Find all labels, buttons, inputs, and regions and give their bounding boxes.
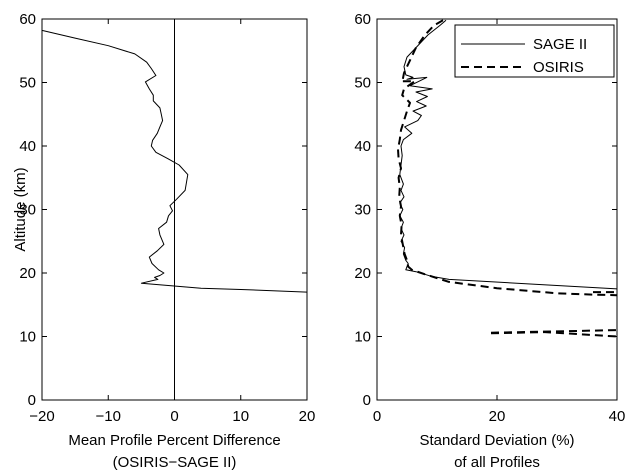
legend-label-osiris: OSIRIS: [533, 59, 584, 76]
right-axis-ticks: 0 20 40 0 10 20 30 40 50 60: [354, 11, 625, 425]
legend-label-sage-ii: SAGE II: [533, 36, 587, 53]
right-series-line-osiris: [397, 19, 618, 297]
right-series-line-osiris: [490, 329, 618, 334]
left-x-tick-label: −10: [96, 408, 121, 425]
left-x-axis-label-line-1: Mean Profile Percent Difference: [68, 432, 280, 449]
right-plot-data: [397, 19, 618, 338]
left-y-tick-label: 40: [19, 138, 36, 155]
legend: SAGE II OSIRIS: [454, 24, 615, 78]
left-x-tick-label: −20: [29, 408, 54, 425]
right-x-tick-label: 20: [489, 408, 506, 425]
right-x-axis-label-line-2: of all Profiles: [454, 454, 540, 471]
left-plot-data: [41, 19, 308, 400]
right-panel: 0 20 40 0 10 20 30 40 50 60 Standard Deviation (%…: [354, 11, 625, 471]
left-y-tick-label: 30: [19, 202, 36, 219]
left-x-axis-label-line-2: (OSIRIS−SAGE II): [113, 454, 237, 471]
left-series-line: [41, 29, 308, 293]
left-x-tick-label: 20: [299, 408, 316, 425]
right-x-tick-label: 40: [609, 408, 626, 425]
right-x-axis-label-line-1: Standard Deviation (%): [419, 432, 574, 449]
legend-box: [454, 24, 615, 78]
right-series-line-sage-ii: [399, 19, 618, 290]
left-y-tick-label: 50: [19, 75, 36, 92]
right-y-tick-label: 30: [354, 202, 371, 219]
left-y-tick-label: 20: [19, 265, 36, 282]
right-y-tick-label: 60: [354, 11, 371, 28]
right-y-tick-label: 20: [354, 265, 371, 282]
right-y-tick-label: 10: [354, 329, 371, 346]
left-axis-ticks: −20 −10 0 10 20 0 10 20 30 40 50 60: [19, 11, 315, 425]
left-y-tick-label: 60: [19, 11, 36, 28]
left-y-axis-label: Altitude (km): [12, 167, 29, 251]
left-x-tick-label: 0: [170, 408, 178, 425]
right-y-tick-label: 0: [363, 392, 371, 409]
left-y-tick-label: 10: [19, 329, 36, 346]
right-x-tick-label: 0: [373, 408, 381, 425]
left-x-tick-label: 10: [232, 408, 249, 425]
right-y-tick-label: 50: [354, 75, 371, 92]
left-panel: −20 −10 0 10 20 0 10 20 30 40 50 60 Altitude (km) M…: [12, 11, 315, 471]
right-y-tick-label: 40: [354, 138, 371, 155]
left-y-tick-label: 0: [28, 392, 36, 409]
